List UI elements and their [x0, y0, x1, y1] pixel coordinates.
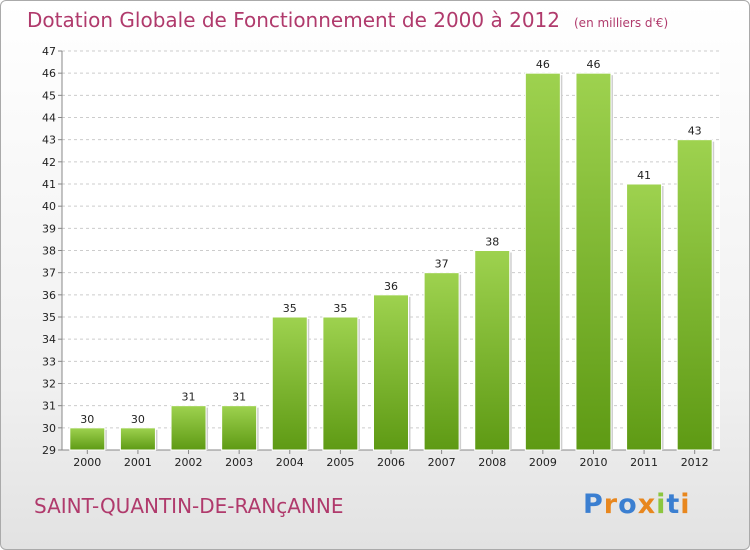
bar [626, 183, 663, 451]
unit-label: (en milliers d'€) [574, 16, 669, 30]
x-tick-label: 2003 [225, 456, 253, 469]
y-tick-label: 35 [42, 311, 56, 324]
bar-chart: 29 30 31 32 33 34 35 36 37 38 39 40 41 42 43 44 45 46 47 30… [42, 45, 720, 469]
y-tick-label: 46 [42, 67, 56, 80]
data-label: 30 [131, 413, 145, 426]
data-label: 46 [536, 58, 550, 71]
x-tick-label: 2012 [681, 456, 709, 469]
data-label: 37 [435, 258, 449, 271]
logo-letter: i [656, 489, 667, 520]
bar [322, 316, 359, 451]
data-label: 35 [283, 302, 297, 315]
x-tick-label: 2006 [377, 456, 405, 469]
data-label: 30 [80, 413, 94, 426]
y-tick-label: 45 [42, 89, 56, 102]
y-tick-label: 42 [42, 156, 56, 169]
proxiti-logo: Proxiti [583, 489, 691, 520]
data-label: 38 [485, 236, 499, 249]
logo-letter: t [666, 489, 681, 520]
y-tick-label: 47 [42, 45, 56, 58]
bar [423, 272, 460, 451]
y-tick-label: 38 [42, 245, 56, 258]
x-tick-label: 2011 [630, 456, 658, 469]
x-tick-label: 2004 [276, 456, 304, 469]
data-label: 41 [637, 169, 651, 182]
commune-name: SAINT-QUANTIN-DE-RANçANNE [34, 494, 344, 518]
y-tick-label: 43 [42, 134, 56, 147]
x-tick-label: 2008 [478, 456, 506, 469]
logo-letter: P [583, 489, 604, 520]
y-tick-label: 39 [42, 222, 56, 235]
data-label: 36 [384, 280, 398, 293]
y-tick-label: 40 [42, 200, 56, 213]
y-tick-label: 36 [42, 289, 56, 302]
bar [575, 72, 612, 451]
y-tick-label: 32 [42, 378, 56, 391]
logo-letter: x [637, 489, 657, 520]
logo-letter: i [680, 489, 691, 520]
data-label: 31 [232, 391, 246, 404]
title-text: Dotation Globale de Fonctionnement de 20… [27, 8, 560, 32]
y-tick-label: 41 [42, 178, 56, 191]
y-tick-label: 34 [42, 333, 56, 346]
y-tick-label: 44 [42, 112, 56, 125]
bar [221, 405, 258, 451]
bar [474, 250, 511, 451]
y-tick-label: 33 [42, 355, 56, 368]
bar [676, 139, 713, 451]
y-tick-label: 29 [42, 444, 56, 457]
y-tick-label: 37 [42, 267, 56, 280]
x-tick-label: 2010 [579, 456, 607, 469]
data-label: 43 [688, 125, 702, 138]
bar [69, 427, 106, 451]
logo-letter: o [618, 489, 638, 520]
x-tick-label: 2009 [529, 456, 557, 469]
logo-letter: r [603, 489, 619, 520]
data-label: 31 [182, 391, 196, 404]
data-label: 46 [586, 58, 600, 71]
x-tick-label: 2002 [175, 456, 203, 469]
y-tick-label: 30 [42, 422, 56, 435]
bar [170, 405, 207, 451]
x-tick-label: 2001 [124, 456, 152, 469]
bar [373, 294, 409, 451]
x-tick-label: 2007 [428, 456, 456, 469]
y-tick-label: 31 [42, 400, 56, 413]
x-tick-label: 2000 [73, 456, 101, 469]
x-tick-label: 2005 [326, 456, 354, 469]
data-label: 35 [333, 302, 347, 315]
chart-title: Dotation Globale de Fonctionnement de 20… [27, 8, 668, 32]
bar [119, 427, 156, 451]
bar [271, 316, 308, 451]
bar [524, 72, 561, 451]
